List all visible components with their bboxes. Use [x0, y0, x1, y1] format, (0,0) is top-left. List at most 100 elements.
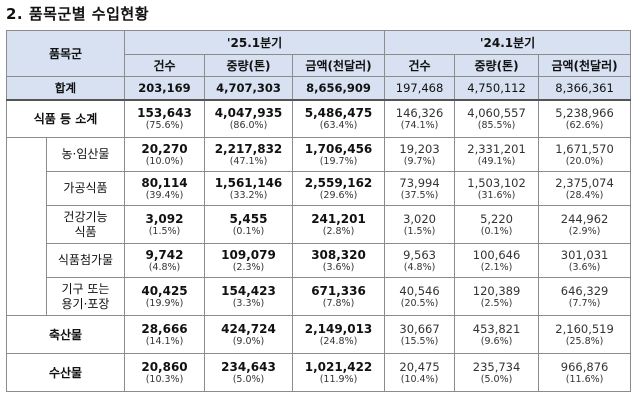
- total-count-previous: 197,468: [384, 76, 456, 100]
- cell-value: 1,021,422: [304, 359, 373, 374]
- cell-share-percent: (25.8%): [565, 335, 604, 347]
- cell-current: 2,217,832 (47.1%): [204, 137, 293, 172]
- cell-current: 1,021,422 (11.9%): [291, 353, 386, 392]
- cell-value: 5,220: [480, 211, 513, 226]
- total-row: 합계 203,169 4,707,303 8,656,909 197,468 4…: [6, 76, 632, 100]
- cell-share-percent: (4.8%): [403, 261, 436, 273]
- cell-previous: 244,962 (2.9%): [538, 205, 632, 244]
- cell-share-percent: (3.6%): [322, 261, 355, 273]
- cell-share-percent: (7.8%): [322, 297, 355, 309]
- cell-share-percent: (63.4%): [319, 119, 358, 131]
- cell-share-percent: (47.1%): [229, 155, 268, 167]
- cell-current: 671,336 (7.8%): [291, 277, 386, 316]
- cell-share-percent: (7.7%): [568, 297, 601, 309]
- cell-previous: 235,734 (5.0%): [454, 353, 540, 392]
- cell-share-percent: (39.4%): [145, 189, 184, 201]
- cell-value: 1,503,102: [467, 175, 526, 190]
- cell-current: 2,149,013 (24.8%): [291, 315, 386, 354]
- cell-value: 4,060,557: [467, 105, 526, 120]
- cell-share-percent: (86.0%): [229, 119, 268, 131]
- cell-value: 9,742: [145, 247, 184, 262]
- row-label: 건강기능 식품: [46, 205, 125, 244]
- table-row-processed-food: 가공식품 80,114 (39.4%) 1,561,146 (33.2%) 2,559,1…: [7, 171, 632, 206]
- cell-value: 453,821: [472, 321, 521, 336]
- cell-previous: 146,326 (74.1%): [384, 98, 456, 138]
- cell-share-percent: (10.3%): [145, 373, 184, 385]
- table-row-utensils-packaging: 기구 또는 용기·포장 40,425 (19.9%) 154,423 (3.3%) 671,…: [7, 277, 632, 316]
- cell-share-percent: (2.3%): [232, 261, 265, 273]
- cell-current: 308,320 (3.6%): [291, 243, 386, 278]
- cell-share-percent: (5.0%): [480, 373, 513, 385]
- cell-previous: 100,646 (2.1%): [454, 243, 540, 278]
- header-col-weight-previous: 중량(톤): [454, 54, 540, 77]
- cell-share-percent: (20.5%): [400, 297, 439, 309]
- cell-current: 5,486,475 (63.4%): [291, 98, 386, 138]
- cell-share-percent: (4.8%): [148, 261, 181, 273]
- header-col-weight-current: 중량(톤): [204, 54, 293, 77]
- header-col-count-current: 건수: [124, 54, 205, 77]
- cell-value: 1,671,570: [555, 141, 614, 156]
- cell-previous: 20,475 (10.4%): [384, 353, 456, 392]
- row-label: 기구 또는 용기·포장: [46, 277, 125, 316]
- total-weight-current: 4,707,303: [204, 76, 293, 100]
- cell-share-percent: (2.9%): [568, 225, 601, 237]
- cell-previous: 5,220 (0.1%): [454, 205, 540, 244]
- cell-share-percent: (29.6%): [319, 189, 358, 201]
- cell-value: 1,706,456: [304, 141, 373, 156]
- table-row-food-subtotal: 식품 등 소계 153,643 (75.6%) 4,047,935 (86.0%) 5,4…: [6, 98, 632, 138]
- cell-value: 109,079: [221, 247, 276, 262]
- cell-share-percent: (0.1%): [480, 225, 513, 237]
- section-number: 2.: [6, 5, 24, 23]
- cell-share-percent: (19.7%): [319, 155, 358, 167]
- cell-value: 28,666: [141, 321, 188, 336]
- cell-previous: 73,994 (37.5%): [384, 171, 456, 206]
- cell-share-percent: (14.1%): [145, 335, 184, 347]
- cell-share-percent: (10.0%): [145, 155, 184, 167]
- cell-value: 4,047,935: [214, 105, 283, 120]
- cell-share-percent: (85.5%): [477, 119, 516, 131]
- row-label: 가공식품: [46, 171, 125, 206]
- cell-value: 30,667: [399, 321, 440, 336]
- cell-previous: 2,331,201 (49.1%): [454, 137, 540, 172]
- cell-current: 28,666 (14.1%): [124, 315, 205, 354]
- table-row-food-additives: 식품첨가물 9,742 (4.8%) 109,079 (2.3%) 308,320 (3.6…: [7, 243, 632, 278]
- cell-value: 2,160,519: [555, 321, 614, 336]
- cell-share-percent: (0.1%): [232, 225, 265, 237]
- cell-value: 3,020: [403, 211, 436, 226]
- cell-share-percent: (74.1%): [400, 119, 439, 131]
- cell-share-percent: (9.0%): [232, 335, 265, 347]
- cell-value: 2,559,162: [304, 175, 373, 190]
- cell-value: 80,114: [141, 175, 188, 190]
- cell-share-percent: (19.9%): [145, 297, 184, 309]
- cell-value: 646,329: [560, 283, 609, 298]
- cell-previous: 1,503,102 (31.6%): [454, 171, 540, 206]
- cell-current: 234,643 (5.0%): [204, 353, 293, 392]
- cell-share-percent: (33.2%): [229, 189, 268, 201]
- section-title-text: 품목군별 수입현황: [28, 5, 149, 23]
- cell-value: 2,217,832: [214, 141, 283, 156]
- total-weight-previous: 4,750,112: [454, 76, 540, 100]
- cell-previous: 40,546 (20.5%): [384, 277, 456, 316]
- cell-previous: 5,238,966 (62.6%): [538, 98, 632, 138]
- import-status-table: 품목군 '25.1분기 '24.1분기 건수 중량(톤) 금액(천달러) 건수 …: [6, 30, 632, 392]
- cell-current: 40,425 (19.9%): [124, 277, 205, 316]
- cell-previous: 9,563 (4.8%): [384, 243, 456, 278]
- cell-value: 1,561,146: [214, 175, 283, 190]
- cell-share-percent: (37.5%): [400, 189, 439, 201]
- cell-share-percent: (10.4%): [400, 373, 439, 385]
- cell-value: 301,031: [560, 247, 609, 262]
- cell-current: 424,724 (9.0%): [204, 315, 293, 354]
- row-label: 축산물: [6, 315, 125, 354]
- cell-share-percent: (1.5%): [403, 225, 436, 237]
- cell-current: 1,706,456 (19.7%): [291, 137, 386, 172]
- cell-current: 5,455 (0.1%): [204, 205, 293, 244]
- cell-current: 241,201 (2.8%): [291, 205, 386, 244]
- cell-current: 154,423 (3.3%): [204, 277, 293, 316]
- header-period-previous: '24.1분기: [384, 30, 632, 55]
- cell-share-percent: (24.8%): [319, 335, 358, 347]
- cell-current: 153,643 (75.6%): [124, 98, 205, 138]
- cell-value: 40,546: [399, 283, 440, 298]
- cell-current: 2,559,162 (29.6%): [291, 171, 386, 206]
- cell-share-percent: (31.6%): [477, 189, 516, 201]
- cell-value: 671,336: [311, 283, 366, 298]
